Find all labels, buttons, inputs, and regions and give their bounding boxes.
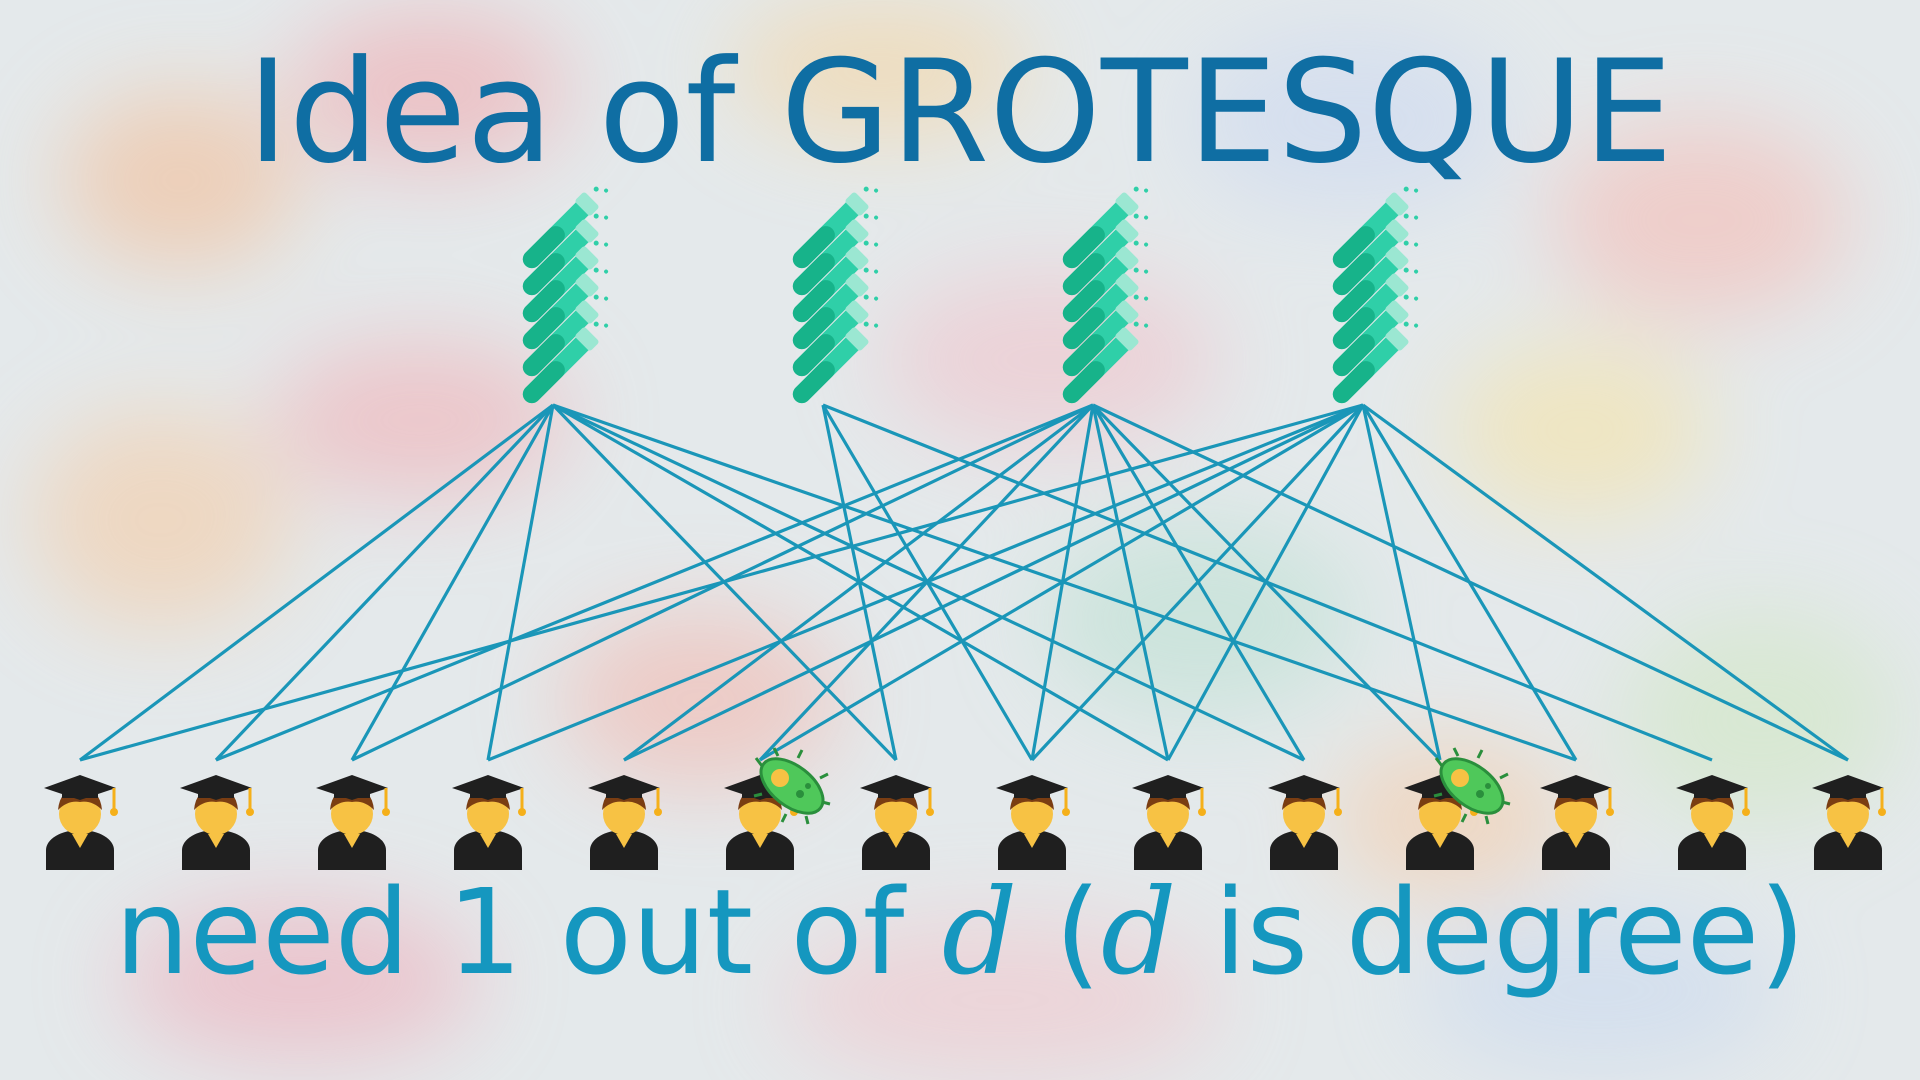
student-icon [586,773,664,872]
edge-test3-student0 [79,403,1364,762]
edge-test0-student3 [486,404,555,761]
edge-test2-student1 [215,403,1094,762]
test-pool-1 [517,178,613,409]
student-icon [178,773,256,872]
edge-test0-student1 [214,403,555,762]
student-icon [1538,773,1616,872]
test-pool-3 [1057,178,1153,409]
caption-text-1: need 1 out of [114,863,942,1001]
student-icon [1810,773,1888,872]
caption-text-2: ( [1017,863,1101,1001]
edge-test0-student0 [79,403,554,762]
test-pools [517,178,1423,409]
edge-test3-student10 [1361,404,1442,761]
student-icon [314,773,392,872]
caption-var-d: d [941,863,1018,1001]
caption: need 1 out of d (d is degree) [0,862,1920,1002]
edge-test2-student4 [623,403,1094,762]
edge-test3-student8 [1166,404,1365,761]
edge-test3-student13 [1362,403,1849,762]
edge-test2-student8 [1091,404,1170,761]
student-icon [994,773,1072,872]
student-icon [1130,773,1208,872]
edge-test3-student11 [1361,404,1578,761]
students-row [42,746,1888,872]
edge-test3-student5 [759,403,1364,762]
caption-var-d-2: d [1100,863,1177,1001]
edge-test3-student7 [1030,403,1365,762]
edge-test3-student4 [623,403,1364,762]
edge-test0-student2 [350,404,555,761]
student-icon [858,773,936,872]
test-pool-4 [1327,178,1423,409]
student-icon [450,773,528,872]
student-icon [1674,773,1752,872]
student-icon [42,773,120,872]
test-pool-2 [787,178,883,409]
caption-text-3: is degree) [1176,863,1806,1001]
student-icon [1266,773,1344,872]
test-student-edges [79,403,1849,762]
page-title: Idea of GROTESQUE [246,30,1674,195]
edge-test3-student3 [487,403,1364,762]
